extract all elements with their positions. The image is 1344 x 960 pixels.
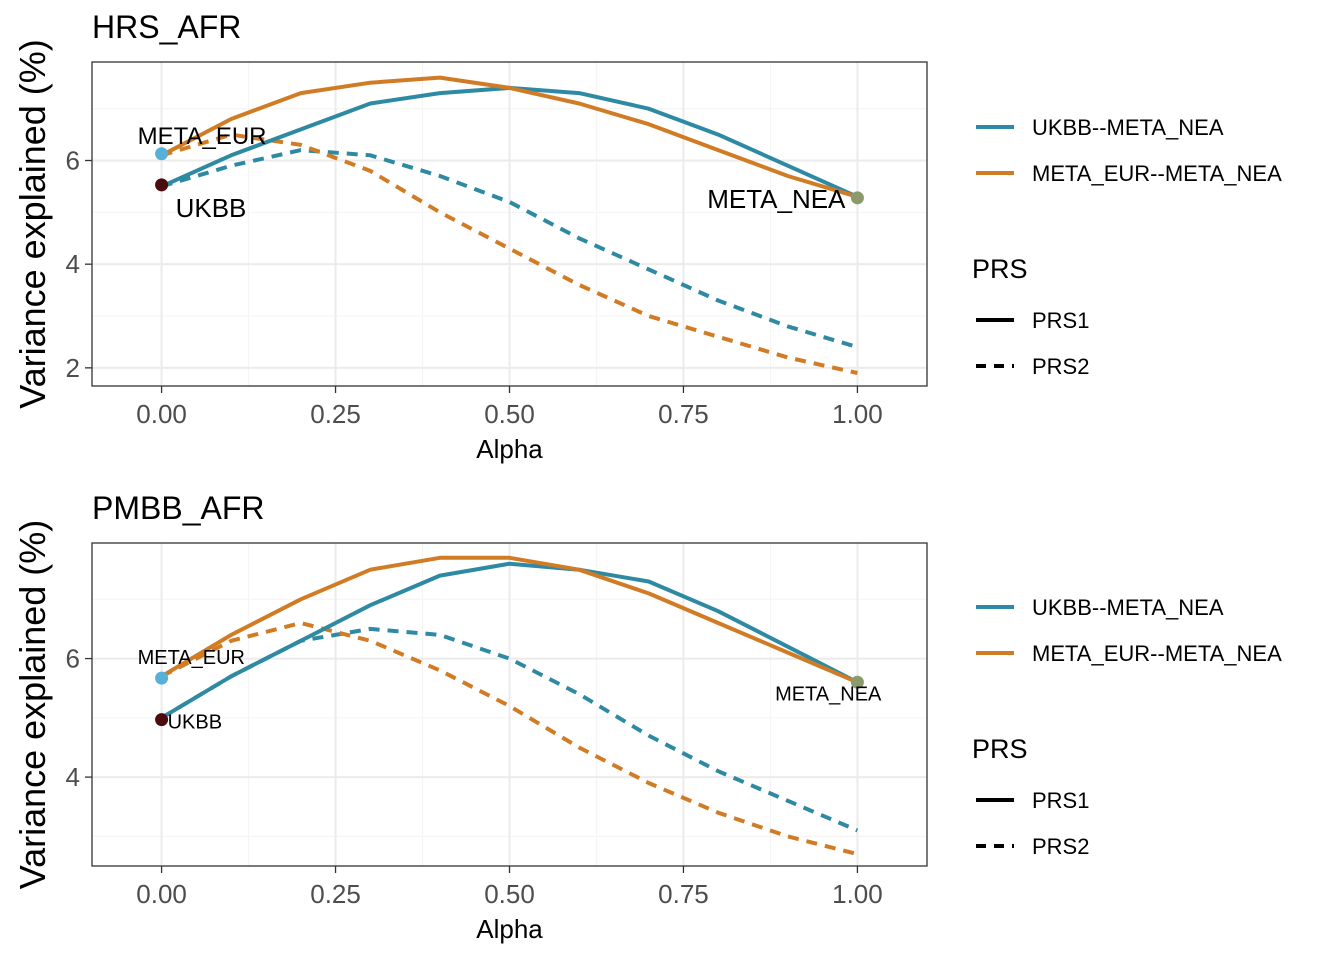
point-label-meta-nea: META_NEA [707, 184, 846, 214]
point-meta-eur [155, 147, 169, 161]
panel-title: HRS_AFR [92, 9, 241, 45]
point-ukbb [155, 713, 169, 727]
legend-item-label: PRS2 [1032, 834, 1089, 859]
point-meta-nea [850, 675, 864, 689]
series-line-meta-eur--meta-nea-prs2 [160, 621, 858, 857]
y-axis-label: Variance explained (%) [12, 520, 53, 890]
legend-title-prs: PRS [972, 254, 1028, 284]
point-ukbb [155, 178, 169, 192]
y-axis-label: Variance explained (%) [12, 39, 53, 409]
point-label-meta-nea: META_NEA [775, 683, 882, 705]
point-label-ukbb: UKBB [168, 712, 222, 734]
y-tick-label: 4 [66, 249, 80, 279]
legend-item-label: PRS1 [1032, 788, 1089, 813]
series-line-meta-eur--meta-nea-prs1 [160, 75, 858, 199]
y-tick-label: 6 [66, 644, 80, 674]
x-tick-label: 0.75 [658, 879, 709, 909]
series-line-ukbb--meta-nea-prs1 [160, 561, 859, 720]
legend-item-label: PRS1 [1032, 308, 1089, 333]
series-line-meta-eur--meta-nea-prs2 [161, 132, 858, 375]
x-axis-label: Alpha [476, 434, 543, 464]
y-tick-label: 4 [66, 762, 80, 792]
point-meta-nea [850, 191, 864, 205]
legend-item-label: META_EUR--META_NEA [1032, 161, 1282, 186]
x-tick-label: 0.50 [484, 879, 535, 909]
panel-2: UKBB META_EUR META_NEA 0.00 0.25 0.50 0.75 1.00… [12, 490, 1282, 944]
x-tick-label: 0.25 [310, 879, 361, 909]
panel-1: UKBB META_EUR META_NEA 0.00 0.25 0.50 0.75 1.00… [12, 9, 1282, 464]
legend-item-label: PRS2 [1032, 354, 1089, 379]
x-tick-label: 1.00 [832, 879, 883, 909]
legend-title-prs: PRS [972, 734, 1028, 764]
point-label-ukbb: UKBB [176, 193, 247, 223]
y-tick-label: 6 [66, 145, 80, 175]
x-tick-label: 0.50 [484, 399, 535, 429]
series-line-meta-eur--meta-nea-prs1 [160, 555, 859, 685]
legend-item-label: META_EUR--META_NEA [1032, 641, 1282, 666]
x-tick-label: 0.25 [310, 399, 361, 429]
legend-item-label: UKBB--META_NEA [1032, 595, 1224, 620]
x-tick-label: 0.00 [136, 399, 187, 429]
x-axis-label: Alpha [476, 914, 543, 944]
x-tick-label: 0.75 [658, 399, 709, 429]
legend-item-label: UKBB--META_NEA [1032, 115, 1224, 140]
x-tick-label: 0.00 [136, 879, 187, 909]
series-line-ukbb--meta-nea-prs2 [161, 148, 858, 350]
panel-title: PMBB_AFR [92, 490, 264, 526]
y-tick-label: 2 [66, 353, 80, 383]
x-tick-label: 1.00 [832, 399, 883, 429]
point-label-meta-eur: META_EUR [138, 647, 245, 669]
point-label-meta-eur: META_EUR [138, 123, 267, 150]
point-meta-eur [155, 671, 169, 685]
